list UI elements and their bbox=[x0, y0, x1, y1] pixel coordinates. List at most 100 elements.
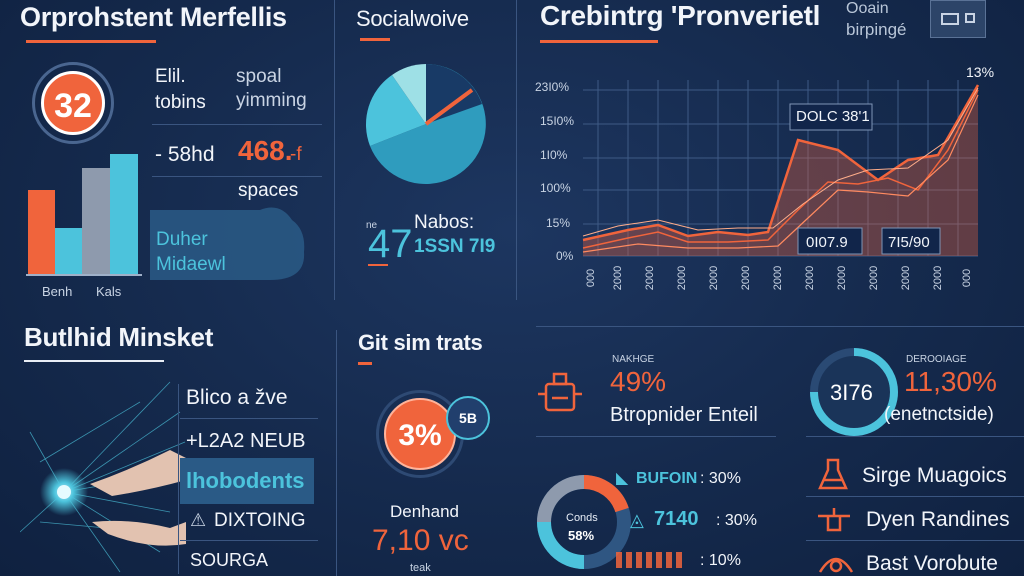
section-title-stats: Git sim trats bbox=[358, 330, 483, 355]
section-title-social: Socialwoive bbox=[356, 6, 469, 31]
title-underline bbox=[360, 38, 390, 41]
triangle-icon: ◬ bbox=[630, 510, 644, 530]
x-tick: 2000 bbox=[740, 265, 753, 291]
underline-accent bbox=[368, 264, 388, 266]
donut-chart bbox=[537, 475, 631, 569]
market-item-3[interactable]: lhobodents bbox=[186, 468, 305, 493]
percent-ring: 3% bbox=[376, 390, 464, 478]
y-tick-4: 100% bbox=[540, 181, 571, 195]
title-underline bbox=[540, 40, 658, 43]
metric-suffix: -f bbox=[290, 144, 302, 165]
section-title-merfellis: Orprohstent Merfellis bbox=[20, 2, 287, 32]
circle-value: 3I76 bbox=[830, 380, 873, 405]
bar-grey bbox=[82, 168, 110, 274]
badge-ring: 32 bbox=[32, 62, 114, 144]
label-spoal: spoal bbox=[236, 66, 282, 87]
card2-desc: (enetnctside) bbox=[884, 404, 994, 425]
market-item-5[interactable]: SOURGA bbox=[190, 550, 269, 570]
peak-label: 13% bbox=[966, 64, 995, 80]
bar-orange bbox=[28, 190, 55, 274]
x-tick: 000 bbox=[585, 268, 598, 288]
divider-horizontal bbox=[152, 176, 322, 177]
list-rail bbox=[178, 384, 179, 574]
row1-label: BUFOIN bbox=[636, 470, 698, 487]
warning-icon: ⚠ bbox=[190, 510, 207, 530]
x-tick: 2000 bbox=[900, 265, 913, 291]
card2-value: 11,30% bbox=[904, 366, 997, 397]
bar-label-kals: Kals bbox=[96, 284, 122, 299]
callout-top: DOLC 38'1 bbox=[796, 108, 870, 125]
metric-prefix: - 58hd bbox=[155, 143, 215, 166]
callout-mid-2: 7I5/90 bbox=[888, 234, 930, 251]
social-sub-label: 1SSN 7I9 bbox=[414, 236, 496, 257]
donut-center-label: Conds bbox=[566, 512, 598, 524]
y-tick-3: 1I0% bbox=[540, 148, 568, 162]
label-spaces: spaces bbox=[238, 180, 299, 201]
flask-icon bbox=[818, 458, 848, 490]
top-right-label-2: birpingé bbox=[846, 20, 907, 39]
divider-horizontal bbox=[180, 540, 318, 541]
bar-cyan-tall bbox=[110, 154, 138, 274]
x-tick: 2000 bbox=[676, 265, 689, 291]
divider-horizontal bbox=[152, 124, 322, 125]
title-underline bbox=[26, 40, 156, 43]
social-small-label: ne bbox=[366, 220, 378, 231]
card1-desc: Btropnider Enteil bbox=[610, 404, 758, 426]
x-axis-ticks: 000 2000 2000 2000 2000 2000 2000 2000 2… bbox=[582, 262, 982, 296]
title-underline bbox=[358, 362, 372, 365]
row3-bar bbox=[616, 552, 686, 568]
progress-ring bbox=[810, 348, 898, 436]
card1-label: NAKHGE bbox=[612, 354, 655, 365]
y-tick-6: 0% bbox=[556, 249, 574, 263]
x-tick: 2000 bbox=[612, 265, 625, 291]
label-tobins: tobins bbox=[155, 92, 206, 113]
label-elil: Elil. bbox=[155, 66, 186, 87]
bar-cyan-short bbox=[55, 228, 82, 274]
robot-icon bbox=[538, 372, 582, 412]
x-tick: 2000 bbox=[772, 265, 785, 291]
title-underline bbox=[24, 360, 164, 362]
cloud-label-1: Duher bbox=[156, 229, 208, 250]
pie-chart bbox=[365, 64, 486, 184]
divider-horizontal bbox=[806, 496, 1024, 497]
divider-vertical bbox=[336, 330, 337, 576]
x-tick: 2000 bbox=[868, 265, 881, 291]
far-item-3: Bast Vorobute bbox=[866, 552, 998, 575]
far-item-1: Sirge Muagoics bbox=[862, 464, 1007, 487]
divider-vertical bbox=[334, 0, 335, 300]
divider-horizontal bbox=[180, 418, 318, 419]
x-tick: 2000 bbox=[644, 265, 657, 291]
y-tick-2: 15I0% bbox=[540, 114, 575, 128]
x-tick: 000 bbox=[961, 268, 974, 288]
media-icon bbox=[930, 0, 986, 38]
line-chart bbox=[582, 80, 980, 257]
label-yimming: yimming bbox=[236, 90, 307, 111]
network-illustration bbox=[20, 381, 186, 573]
cloud-shape bbox=[150, 207, 305, 280]
social-label: Nabos: bbox=[414, 212, 475, 233]
row2-label: 7140 bbox=[654, 508, 699, 530]
donut-center-value: 58% bbox=[568, 528, 595, 543]
tool-icon bbox=[818, 508, 850, 532]
market-item-2[interactable]: +L2A2 NEUB bbox=[186, 430, 306, 452]
row3-value: : 10% bbox=[700, 552, 741, 569]
cloud-label-2: Midaewl bbox=[156, 254, 226, 275]
percent-badge: 3% bbox=[384, 398, 456, 470]
divider-horizontal bbox=[806, 436, 1024, 437]
stats-value: 7,10 vc bbox=[372, 524, 469, 557]
section-title-chart: Crebintrg 'Pronverietl bbox=[540, 0, 821, 31]
market-item-4[interactable]: DIXTOING bbox=[214, 510, 306, 531]
top-right-label-1: Ooain bbox=[846, 0, 889, 17]
stats-label: Denhand bbox=[390, 502, 460, 521]
y-tick-1: 23I0% bbox=[535, 80, 570, 94]
section-title-market: Butlhid Minsket bbox=[24, 322, 214, 352]
badge-32: 32 bbox=[41, 71, 105, 135]
far-item-2: Dyen Randines bbox=[866, 508, 1010, 531]
bar-axis bbox=[26, 274, 142, 276]
x-tick: 2000 bbox=[932, 265, 945, 291]
market-item-1[interactable]: Blico a žve bbox=[186, 386, 288, 409]
callout-mid-1: 0I07.9 bbox=[806, 234, 848, 251]
x-tick: 2000 bbox=[708, 265, 721, 291]
x-tick: 2000 bbox=[804, 265, 817, 291]
social-big-number: 47 bbox=[368, 222, 413, 266]
